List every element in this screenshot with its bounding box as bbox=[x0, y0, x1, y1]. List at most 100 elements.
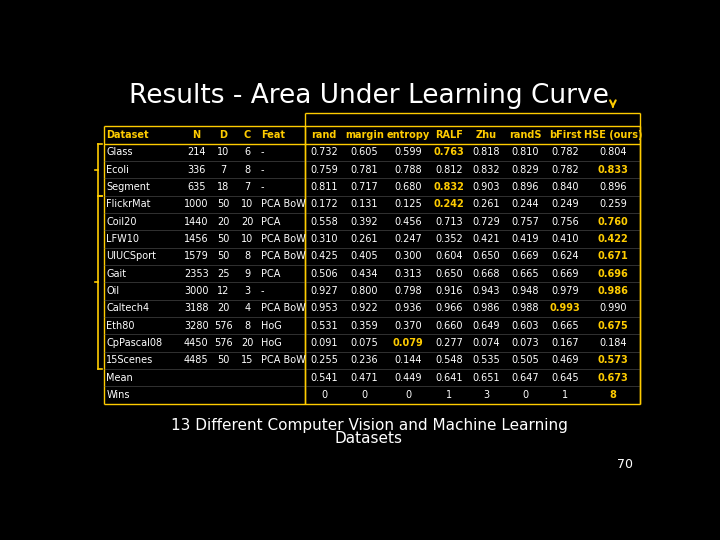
Text: 0.405: 0.405 bbox=[351, 251, 378, 261]
Text: 0.505: 0.505 bbox=[511, 355, 539, 365]
Text: 3: 3 bbox=[483, 390, 490, 400]
Text: 13 Different Computer Vision and Machine Learning: 13 Different Computer Vision and Machine… bbox=[171, 417, 567, 433]
Text: entropy: entropy bbox=[387, 130, 430, 140]
Text: Mean: Mean bbox=[107, 373, 133, 383]
Text: 0.075: 0.075 bbox=[351, 338, 378, 348]
Text: PCA BoW: PCA BoW bbox=[261, 251, 306, 261]
Text: 0.624: 0.624 bbox=[552, 251, 579, 261]
Text: 0.811: 0.811 bbox=[310, 182, 338, 192]
Text: Segment: Segment bbox=[107, 182, 150, 192]
Text: 0.966: 0.966 bbox=[435, 303, 463, 313]
Text: 0.091: 0.091 bbox=[310, 338, 338, 348]
Text: 0.800: 0.800 bbox=[351, 286, 378, 296]
Text: 7: 7 bbox=[244, 182, 251, 192]
Text: 0.535: 0.535 bbox=[472, 355, 500, 365]
Text: Datasets: Datasets bbox=[335, 431, 403, 445]
Text: 0.645: 0.645 bbox=[552, 373, 579, 383]
Text: 7: 7 bbox=[220, 165, 227, 175]
Text: 576: 576 bbox=[214, 321, 233, 330]
Text: 0.313: 0.313 bbox=[395, 269, 422, 279]
Text: 214: 214 bbox=[187, 147, 205, 157]
Text: 0.732: 0.732 bbox=[310, 147, 338, 157]
Text: 0.810: 0.810 bbox=[511, 147, 539, 157]
Text: 0.840: 0.840 bbox=[552, 182, 579, 192]
Text: 25: 25 bbox=[217, 269, 230, 279]
Text: HSE (ours): HSE (ours) bbox=[584, 130, 642, 140]
Text: 0.449: 0.449 bbox=[395, 373, 422, 383]
Text: 0.073: 0.073 bbox=[511, 338, 539, 348]
Text: 0.788: 0.788 bbox=[394, 165, 422, 175]
Text: 15Scenes: 15Scenes bbox=[107, 355, 153, 365]
Text: randS: randS bbox=[509, 130, 541, 140]
Text: 1: 1 bbox=[446, 390, 452, 400]
Text: 0.936: 0.936 bbox=[395, 303, 422, 313]
Text: 0.717: 0.717 bbox=[351, 182, 378, 192]
Text: 50: 50 bbox=[217, 199, 230, 210]
Text: 8: 8 bbox=[610, 390, 616, 400]
Text: 0.242: 0.242 bbox=[433, 199, 464, 210]
Text: 0.729: 0.729 bbox=[472, 217, 500, 227]
Text: 3280: 3280 bbox=[184, 321, 209, 330]
Text: 0.781: 0.781 bbox=[351, 165, 378, 175]
Text: PCA BoW: PCA BoW bbox=[261, 303, 306, 313]
Text: UIUCSport: UIUCSport bbox=[107, 251, 156, 261]
Text: 0.782: 0.782 bbox=[552, 147, 579, 157]
Text: 0.300: 0.300 bbox=[395, 251, 422, 261]
Text: 0.993: 0.993 bbox=[550, 303, 580, 313]
Text: Zhu: Zhu bbox=[476, 130, 497, 140]
Text: 0.172: 0.172 bbox=[310, 199, 338, 210]
Text: 0.392: 0.392 bbox=[351, 217, 378, 227]
Text: -: - bbox=[261, 165, 264, 175]
Text: 0.421: 0.421 bbox=[473, 234, 500, 244]
Text: 0.756: 0.756 bbox=[552, 217, 579, 227]
Text: 1: 1 bbox=[562, 390, 568, 400]
Text: 0.782: 0.782 bbox=[552, 165, 579, 175]
Text: 0.599: 0.599 bbox=[394, 147, 422, 157]
Text: 0.359: 0.359 bbox=[351, 321, 378, 330]
Text: 0.236: 0.236 bbox=[351, 355, 378, 365]
Text: 0.696: 0.696 bbox=[598, 269, 629, 279]
Text: 0.410: 0.410 bbox=[552, 234, 579, 244]
Text: 0: 0 bbox=[361, 390, 367, 400]
Text: 0.927: 0.927 bbox=[310, 286, 338, 296]
Text: 50: 50 bbox=[217, 355, 230, 365]
Text: 0.829: 0.829 bbox=[511, 165, 539, 175]
Text: 0.641: 0.641 bbox=[435, 373, 463, 383]
Text: 0.668: 0.668 bbox=[473, 269, 500, 279]
Text: 0.990: 0.990 bbox=[599, 303, 626, 313]
Text: 1579: 1579 bbox=[184, 251, 209, 261]
Text: 0.896: 0.896 bbox=[511, 182, 539, 192]
Text: HoG: HoG bbox=[261, 321, 282, 330]
Text: 0.922: 0.922 bbox=[351, 303, 378, 313]
Text: 0.456: 0.456 bbox=[394, 217, 422, 227]
Text: 0.604: 0.604 bbox=[435, 251, 463, 261]
Text: 0.167: 0.167 bbox=[552, 338, 579, 348]
Text: C: C bbox=[244, 130, 251, 140]
Text: 0.896: 0.896 bbox=[599, 182, 626, 192]
Text: -: - bbox=[261, 182, 264, 192]
Text: 3000: 3000 bbox=[184, 286, 208, 296]
Text: 0.352: 0.352 bbox=[435, 234, 463, 244]
Text: PCA BoW: PCA BoW bbox=[261, 355, 306, 365]
Text: 18: 18 bbox=[217, 182, 230, 192]
Text: 0.675: 0.675 bbox=[598, 321, 629, 330]
Text: D: D bbox=[220, 130, 228, 140]
Text: 0.422: 0.422 bbox=[598, 234, 629, 244]
Text: 10: 10 bbox=[217, 147, 230, 157]
Text: 336: 336 bbox=[187, 165, 205, 175]
Text: 0.548: 0.548 bbox=[435, 355, 463, 365]
Text: 8: 8 bbox=[244, 165, 251, 175]
Text: 0.469: 0.469 bbox=[552, 355, 579, 365]
Text: PCA BoW: PCA BoW bbox=[261, 234, 306, 244]
Text: 0.680: 0.680 bbox=[395, 182, 422, 192]
Text: 0.650: 0.650 bbox=[473, 251, 500, 261]
Text: 1456: 1456 bbox=[184, 234, 209, 244]
Text: 0.671: 0.671 bbox=[598, 251, 629, 261]
Text: 8: 8 bbox=[244, 251, 251, 261]
Text: RALF: RALF bbox=[435, 130, 463, 140]
Text: 0.660: 0.660 bbox=[435, 321, 463, 330]
Text: 0: 0 bbox=[405, 390, 411, 400]
Text: 0.531: 0.531 bbox=[310, 321, 338, 330]
Text: 0: 0 bbox=[522, 390, 528, 400]
Text: 0.916: 0.916 bbox=[435, 286, 463, 296]
